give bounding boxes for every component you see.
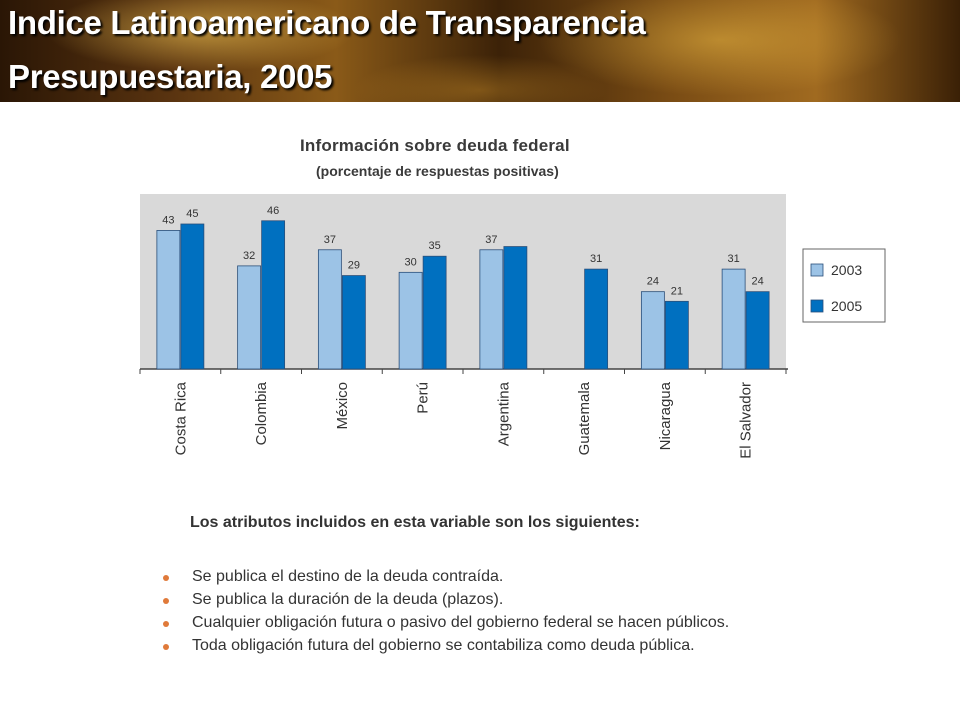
data-label: 45	[186, 208, 198, 220]
data-label: 30	[405, 256, 417, 268]
bullet-icon	[163, 621, 169, 627]
bar-2003-1	[156, 230, 181, 370]
data-label: 31	[728, 253, 740, 265]
title-banner: Indice Latinoamericano de Transparencia …	[0, 0, 960, 102]
x-tick-label: México	[334, 382, 351, 430]
data-label: 31	[590, 253, 602, 265]
data-label: 32	[243, 250, 255, 262]
bullet-icon	[163, 575, 169, 581]
attributes-heading: Los atributos incluidos en esta variable…	[190, 514, 640, 531]
data-label: 37	[485, 234, 497, 246]
attributes-list: Se publica el destino de la deuda contra…	[160, 566, 729, 658]
bar-2005-6	[584, 268, 609, 370]
bar-2005-1	[180, 223, 205, 370]
attribute-text: Se publica la duración de la deuda (plaz…	[192, 591, 504, 608]
x-tick-label: Guatemala	[576, 381, 593, 455]
bar-2005-8	[745, 291, 770, 370]
x-tick-label: Colombia	[253, 381, 270, 445]
x-tick-label: Perú	[415, 382, 432, 414]
slide-title-line1: Indice Latinoamericano de Transparencia	[8, 4, 646, 41]
attribute-item: Cualquier obligación futura o pasivo del…	[160, 612, 729, 635]
attribute-item: Se publica el destino de la deuda contra…	[160, 566, 729, 589]
legend-label: 2005	[831, 298, 862, 314]
data-label: 43	[162, 214, 174, 226]
bar-2003-5	[479, 249, 504, 370]
legend-swatch	[810, 263, 824, 277]
attribute-text: Se publica el destino de la deuda contra…	[192, 568, 504, 585]
bar-2005-7	[664, 300, 689, 370]
data-label: 35	[429, 240, 441, 252]
bar-chart: 43 45 Costa Rica 32 46 Colombia 37 29 México 30 35…	[139, 194, 886, 459]
bar-2003-7	[640, 291, 665, 370]
attribute-item: Se publica la duración de la deuda (plaz…	[160, 589, 729, 612]
attribute-text: Toda obligación futura del gobierno se c…	[192, 637, 695, 654]
x-tick-label: Costa Rica	[172, 381, 189, 455]
bar-2003-3	[317, 249, 342, 370]
bar-2003-4	[398, 271, 423, 370]
attribute-text: Cualquier obligación futura o pasivo del…	[192, 614, 730, 631]
bar-2005-2	[261, 220, 286, 370]
data-label: 24	[752, 276, 764, 288]
bullet-icon	[163, 598, 169, 604]
data-label: 46	[267, 205, 279, 217]
bar-2005-5	[503, 246, 528, 370]
bar-2003-8	[721, 268, 746, 370]
plot-area	[140, 194, 786, 369]
data-label: 37	[324, 234, 336, 246]
data-label: 21	[671, 285, 683, 297]
x-tick-label: Nicaragua	[657, 381, 674, 450]
x-tick-label: El Salvador	[738, 382, 755, 459]
chart-title: Información sobre deuda federal	[300, 136, 570, 155]
data-label: 29	[348, 260, 360, 272]
chart-subtitle: (porcentaje de respuestas positivas)	[316, 163, 559, 179]
attribute-item: Toda obligación futura del gobierno se c…	[160, 635, 729, 658]
bullet-icon	[163, 644, 169, 650]
x-tick-label: Argentina	[495, 381, 512, 446]
legend-swatch	[810, 299, 824, 313]
legend-label: 2003	[831, 262, 862, 278]
bar-2003-2	[237, 265, 262, 370]
bar-2005-3	[341, 275, 366, 370]
bar-2005-4	[422, 255, 447, 370]
data-label: 24	[647, 276, 659, 288]
slide-title-line2: Presupuestaria, 2005	[8, 58, 333, 95]
